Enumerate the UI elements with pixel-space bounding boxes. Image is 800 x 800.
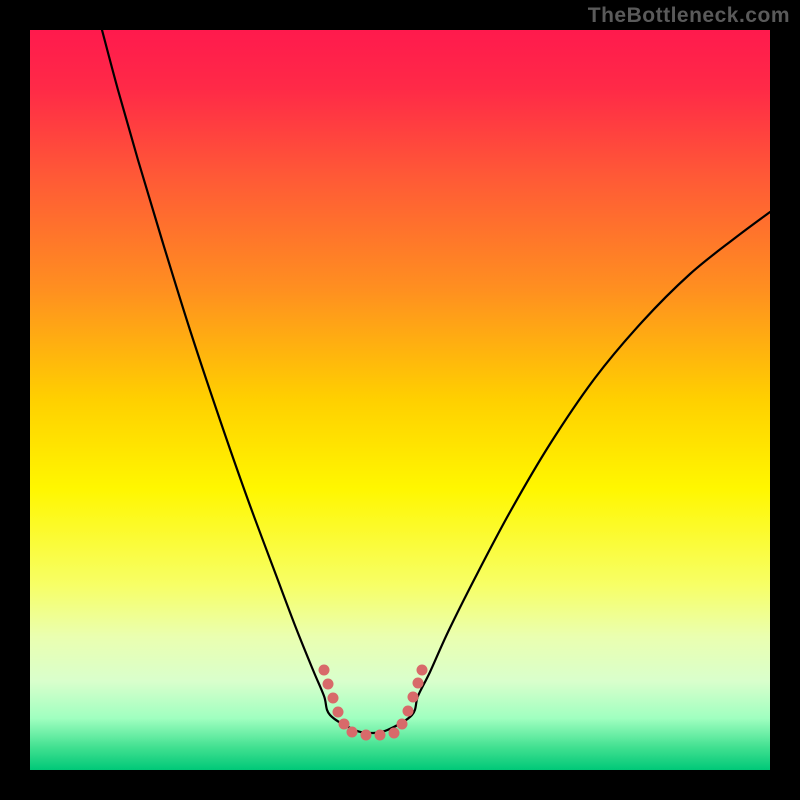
gradient-background <box>30 30 770 770</box>
valley-dot <box>323 679 334 690</box>
valley-dot <box>361 730 372 741</box>
valley-dot <box>397 719 408 730</box>
valley-dot <box>347 727 358 738</box>
valley-dot <box>375 730 386 741</box>
watermark-text: TheBottleneck.com <box>588 4 790 28</box>
valley-dot <box>408 692 419 703</box>
valley-dot <box>417 665 428 676</box>
valley-dot <box>328 693 339 704</box>
valley-dot <box>339 719 350 730</box>
plot-svg <box>30 30 770 770</box>
valley-dot <box>319 665 330 676</box>
chart-outer: TheBottleneck.com <box>0 0 800 800</box>
valley-dot <box>333 707 344 718</box>
valley-dot <box>413 678 424 689</box>
plot-area <box>30 30 770 770</box>
valley-dot <box>389 728 400 739</box>
valley-dot <box>403 706 414 717</box>
